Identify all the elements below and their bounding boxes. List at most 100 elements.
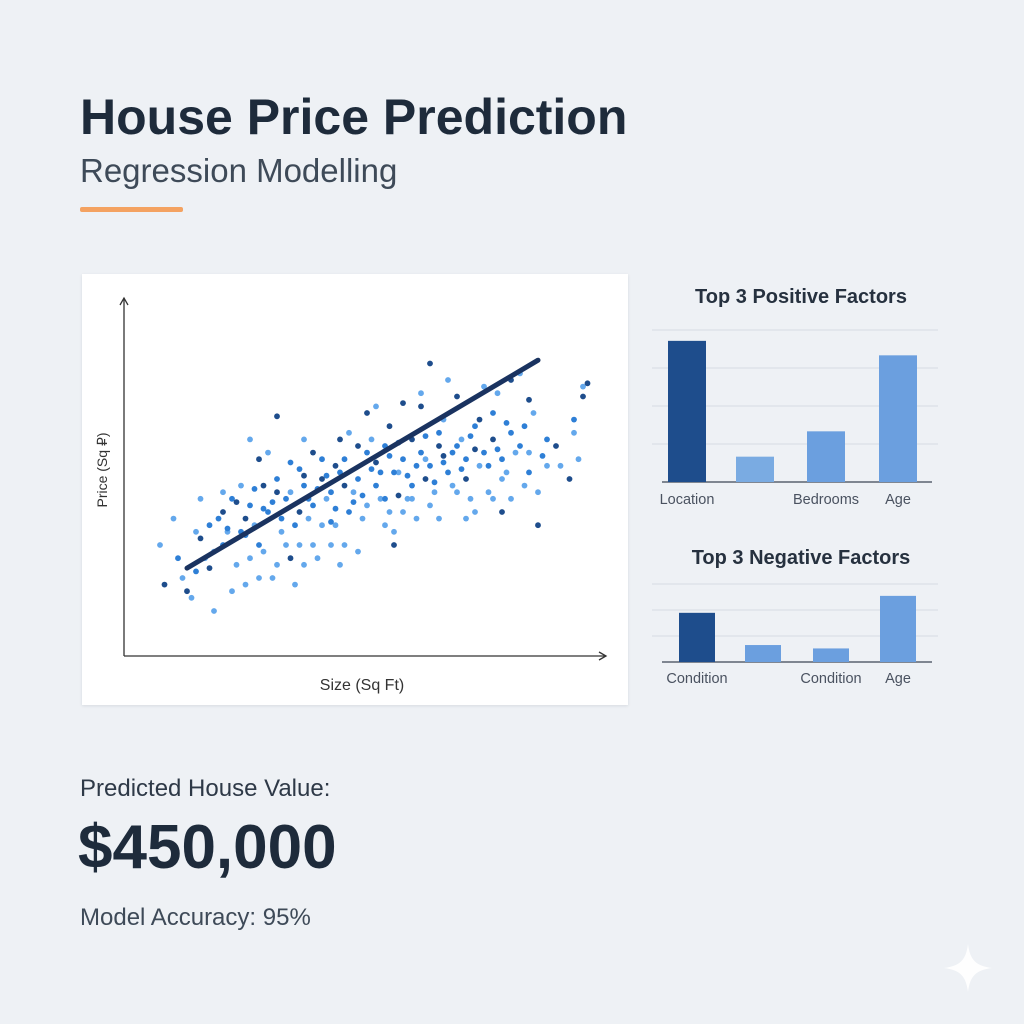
- scatter-point: [368, 466, 375, 472]
- positive-factors-chart: Location Bedrooms Age: [652, 329, 938, 508]
- factor-label: Bedrooms: [793, 492, 859, 508]
- scatter-point: [287, 459, 294, 466]
- positive-factors-title: Top 3 Positive Factors: [695, 286, 907, 308]
- scatter-point: [481, 383, 487, 390]
- scatter-point: [418, 403, 424, 410]
- scatter-point: [485, 489, 492, 496]
- scatter-point: [472, 509, 478, 515]
- scatter-point: [193, 568, 199, 575]
- scatter-point: [427, 502, 433, 509]
- scatter-point: [364, 410, 370, 416]
- scatter-point: [283, 542, 289, 548]
- scatter-point: [161, 581, 168, 588]
- scatter-point: [508, 429, 514, 436]
- scatter-point: [328, 542, 334, 548]
- scatter-point: [341, 456, 348, 463]
- scatter-point: [386, 509, 393, 515]
- scatter-point: [274, 413, 280, 420]
- scatter-point: [377, 469, 384, 476]
- page-subtitle: Regression Modelling: [80, 152, 398, 189]
- scatter-point: [521, 482, 528, 489]
- scatter-point: [364, 449, 370, 456]
- scatter-point: [463, 476, 469, 482]
- predicted-value-label: Predicted House Value:: [80, 775, 331, 802]
- factor-label: Location: [660, 492, 715, 508]
- scatter-point: [359, 492, 366, 499]
- scatter-point: [319, 476, 325, 482]
- scatter-point: [233, 561, 240, 568]
- scatter-point: [242, 515, 249, 522]
- scatter-point: [265, 509, 271, 515]
- scatter-point: [422, 476, 429, 482]
- scatter-point: [436, 443, 442, 449]
- scatter-point: [472, 423, 478, 430]
- negative-factors-chart: Condition Condition Age: [652, 583, 938, 687]
- scatter-point: [553, 443, 559, 449]
- scatter-point: [503, 420, 510, 426]
- scatter-point: [269, 575, 276, 581]
- factor-bar: [745, 645, 781, 662]
- scatter-point: [296, 509, 303, 515]
- scatter-point: [395, 469, 402, 476]
- scatter-point: [463, 515, 469, 522]
- scatter-point: [206, 522, 213, 529]
- scatter-point: [454, 489, 460, 496]
- scatter-point: [467, 495, 474, 502]
- scatter-point: [337, 561, 343, 568]
- scatter-point: [197, 495, 204, 502]
- scatter-point: [449, 449, 456, 456]
- scatter-point: [418, 449, 424, 456]
- scatter-point: [440, 459, 447, 466]
- scatter-point: [301, 472, 307, 479]
- scatter-point: [332, 505, 339, 512]
- scatter-point: [319, 522, 325, 529]
- scatter-point: [260, 482, 267, 489]
- scatter-point: [265, 449, 271, 456]
- scatter-point: [404, 495, 411, 502]
- scatter-point: [157, 542, 163, 548]
- scatter-point: [251, 486, 258, 492]
- scatter-point: [409, 482, 415, 489]
- scatter-point: [193, 528, 199, 535]
- scatter-point: [458, 436, 465, 443]
- sparkle-icon: [944, 944, 992, 992]
- scatter-point: [395, 492, 402, 499]
- scatter-point: [503, 469, 510, 476]
- scatter-point: [391, 542, 397, 548]
- scatter-point: [368, 436, 375, 443]
- factor-bar: [679, 612, 715, 662]
- scatter-point: [287, 555, 294, 562]
- factor-label: Condition: [666, 671, 727, 687]
- scatter-point: [260, 548, 267, 555]
- scatter-point: [211, 608, 217, 614]
- scatter-point: [287, 489, 294, 496]
- scatter-point: [382, 522, 388, 529]
- scatter-point: [373, 459, 379, 466]
- scatter-point: [341, 542, 348, 548]
- scatter-point: [422, 456, 429, 463]
- scatter-point: [238, 482, 244, 489]
- scatter-point: [296, 542, 303, 548]
- scatter-point: [256, 542, 262, 548]
- scatter-point: [301, 482, 307, 489]
- scatter-point: [310, 449, 316, 456]
- scatter-point: [526, 396, 532, 403]
- scatter-point: [404, 472, 411, 479]
- scatter-point: [544, 462, 550, 469]
- factor-bar: [880, 595, 916, 662]
- scatter-point: [301, 436, 307, 443]
- scatter-point: [337, 436, 343, 443]
- scatter-point: [490, 495, 496, 502]
- scatter-point: [346, 429, 352, 436]
- scatter-point: [445, 469, 451, 476]
- scatter-point: [247, 555, 253, 562]
- scatter-point: [310, 502, 316, 509]
- scatter-point: [377, 495, 384, 502]
- scatter-point: [458, 466, 465, 472]
- scatter-point: [463, 456, 469, 463]
- scatter-point: [440, 453, 447, 459]
- scatter-point: [467, 433, 474, 439]
- factor-bar: [807, 431, 845, 482]
- scatter-point: [292, 581, 298, 588]
- scatter-point: [355, 476, 361, 482]
